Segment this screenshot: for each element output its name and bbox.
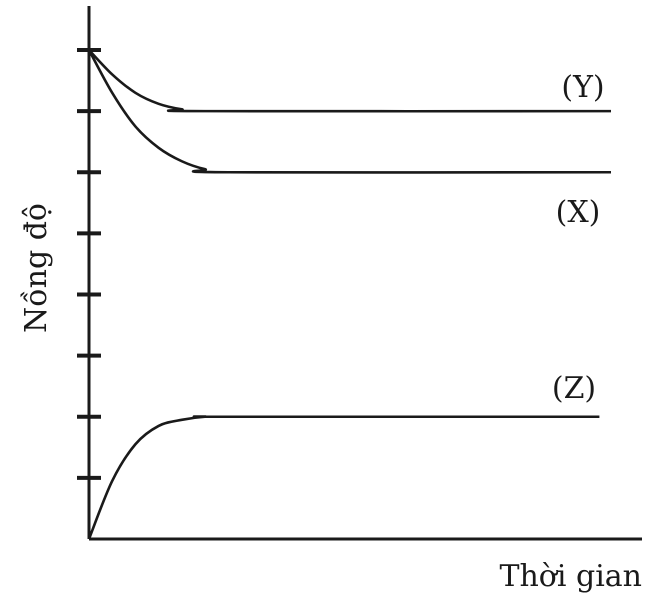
series-labels: (Y) (X) (Z)	[552, 70, 605, 406]
series-y-label: (Y)	[561, 70, 604, 105]
y-axis-ticks	[77, 48, 101, 480]
x-axis-label: Thời gian	[499, 559, 642, 594]
y-axis-label: Nồng độ	[19, 203, 54, 333]
series-z-label: (Z)	[552, 371, 596, 406]
series-x-label: (X)	[556, 195, 601, 230]
series-curves	[87, 49, 612, 540]
series-z-line	[87, 415, 600, 540]
series-y-line	[88, 49, 612, 113]
series-x-line	[87, 49, 612, 174]
